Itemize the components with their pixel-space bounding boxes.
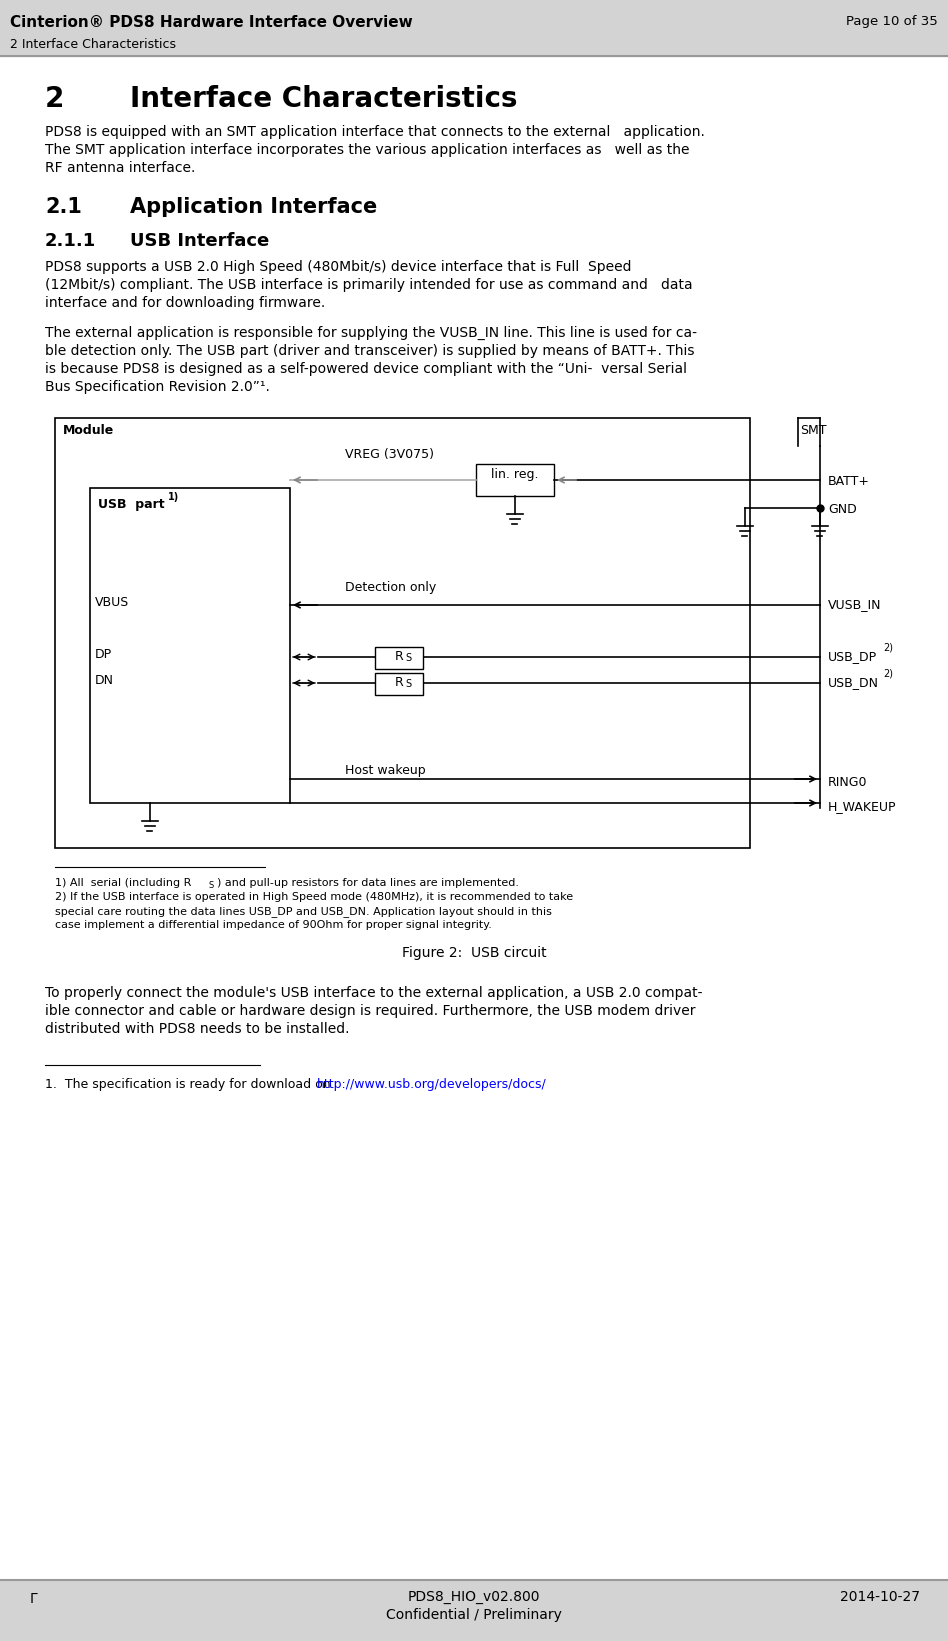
Text: RF antenna interface.: RF antenna interface. [45,161,195,176]
Text: Interface Characteristics: Interface Characteristics [130,85,518,113]
Text: is because PDS8 is designed as a self-powered device compliant with the “Uni-  v: is because PDS8 is designed as a self-po… [45,363,687,376]
Text: S: S [405,679,411,689]
Text: H_WAKEUP: H_WAKEUP [828,801,897,812]
Text: ible connector and cable or hardware design is required. Furthermore, the USB mo: ible connector and cable or hardware des… [45,1004,696,1017]
Text: 2014-10-27: 2014-10-27 [840,1590,920,1603]
Text: 2): 2) [883,643,893,653]
Text: 1): 1) [168,492,179,502]
Bar [375,647,423,670]
Text: 2 Interface Characteristics: 2 Interface Characteristics [10,38,176,51]
Text: distributed with PDS8 needs to be installed.: distributed with PDS8 needs to be instal… [45,1022,350,1035]
Text: VUSB_IN: VUSB_IN [828,597,882,610]
Bar [55,418,750,848]
Text: USB_DP: USB_DP [828,650,877,663]
Text: special care routing the data lines USB_DP and USB_DN. Application layout should: special care routing the data lines USB_… [55,906,552,917]
Text: USB_DN: USB_DN [828,676,879,689]
Text: ble detection only. The USB part (driver and transceiver) is supplied by means o: ble detection only. The USB part (driver… [45,345,695,358]
Text: RING0: RING0 [828,776,867,789]
Text: PDS8_HIO_v02.800: PDS8_HIO_v02.800 [408,1590,540,1603]
Text: 1.  The specification is ready for download on: 1. The specification is ready for downlo… [45,1078,335,1091]
Text: 2) If the USB interface is operated in High Speed mode (480MHz), it is recommend: 2) If the USB interface is operated in H… [55,893,574,903]
Text: case implement a differential impedance of 90Ohm for proper signal integrity.: case implement a differential impedance … [55,921,492,930]
Text: VREG (3V075): VREG (3V075) [345,448,434,461]
Text: S: S [209,881,214,889]
Text: 2.1.1: 2.1.1 [45,231,97,249]
Text: PDS8 supports a USB 2.0 High Speed (480Mbit/s) device interface that is Full  Sp: PDS8 supports a USB 2.0 High Speed (480M… [45,259,631,274]
Text: Host wakeup: Host wakeup [345,765,426,776]
Text: DP: DP [95,648,112,661]
Text: Bus Specification Revision 2.0”¹.: Bus Specification Revision 2.0”¹. [45,381,270,394]
Text: Confidential / Preliminary: Confidential / Preliminary [386,1608,562,1621]
Text: 2): 2) [883,670,893,679]
Text: BATT+: BATT+ [828,474,870,487]
Bar [0,0,948,56]
Text: 2: 2 [45,85,64,113]
Text: interface and for downloading firmware.: interface and for downloading firmware. [45,295,325,310]
Text: ) and pull-up resistors for data lines are implemented.: ) and pull-up resistors for data lines a… [217,878,519,888]
Bar [375,673,423,696]
Text: USB Interface: USB Interface [130,231,269,249]
Text: Detection only: Detection only [345,581,436,594]
Text: Figure 2:  USB circuit: Figure 2: USB circuit [402,945,546,960]
Text: 1) All  serial (including R: 1) All serial (including R [55,878,191,888]
Text: S: S [405,653,411,663]
Text: http://www.usb.org/developers/docs/: http://www.usb.org/developers/docs/ [317,1078,547,1091]
Text: The SMT application interface incorporates the various application interfaces as: The SMT application interface incorporat… [45,143,689,158]
Text: PDS8 is equipped with an SMT application interface that connects to the external: PDS8 is equipped with an SMT application… [45,125,705,139]
Text: DN: DN [95,674,114,688]
Text: R: R [394,676,404,689]
Text: Cinterion® PDS8 Hardware Interface Overview: Cinterion® PDS8 Hardware Interface Overv… [10,15,412,30]
Text: Module: Module [63,423,115,437]
Text: Page 10 of 35: Page 10 of 35 [847,15,938,28]
Text: To properly connect the module's USB interface to the external application, a US: To properly connect the module's USB int… [45,986,702,999]
Text: The external application is responsible for supplying the VUSB_IN line. This lin: The external application is responsible … [45,327,697,340]
Text: USB  part: USB part [98,497,165,510]
Text: SMT: SMT [800,423,827,437]
Text: VBUS: VBUS [95,596,129,609]
Text: lin. reg.: lin. reg. [491,468,538,481]
Text: R: R [394,650,404,663]
Bar [0,1580,948,1641]
Text: Application Interface: Application Interface [130,197,377,217]
Text: 2.1: 2.1 [45,197,82,217]
Bar [476,464,554,496]
Text: Γ: Γ [30,1592,38,1607]
Bar [90,487,290,802]
Text: (12Mbit/s) compliant. The USB interface is primarily intended for use as command: (12Mbit/s) compliant. The USB interface … [45,277,693,292]
Text: GND: GND [828,504,857,515]
